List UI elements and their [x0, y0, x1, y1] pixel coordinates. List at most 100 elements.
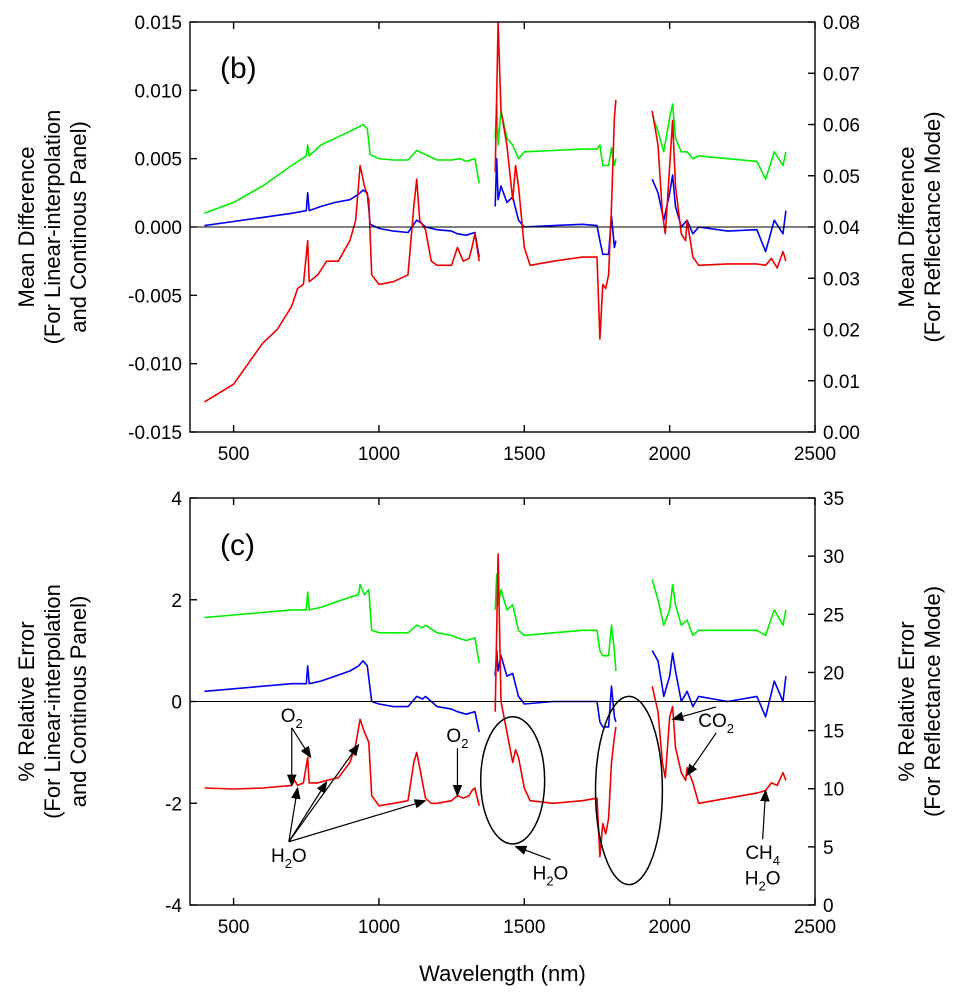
series-red-segment-1	[494, 21, 617, 340]
x-tick-label: 1000	[358, 444, 400, 465]
annotation-o2-mid: O2	[446, 726, 468, 751]
y-right-label-line: % Relative Error	[894, 621, 919, 781]
annotation-ch4: CH4	[745, 843, 780, 868]
y-left-label-line: and Continous Panel)	[66, 121, 91, 333]
y-right-tick-label: 0	[823, 896, 834, 917]
x-tick-label: 2500	[794, 444, 836, 465]
y-right-tick-label: 0.07	[823, 64, 860, 85]
panel-1: 500 1000 1500 2000 2500-4-202405101520253035…	[14, 489, 945, 986]
series-blue-segment-0	[204, 660, 480, 733]
annotation-arrow	[288, 799, 427, 843]
series-red-segment-2	[651, 110, 787, 269]
annotation-main: O	[281, 706, 296, 727]
y-left-tick-label: 0.000	[134, 218, 182, 239]
y-left-tick-label: -0.015	[128, 423, 182, 444]
x-tick-label: 500	[218, 444, 250, 465]
annotation-arrow	[514, 845, 551, 861]
series-green-segment-2	[651, 103, 787, 180]
y-right-tick-label: 0.08	[823, 13, 860, 34]
annotation-main: CO	[698, 711, 727, 732]
y-left-label-line: % Relative Error	[14, 621, 39, 781]
annotation-arrow	[288, 743, 360, 843]
y-right-label-line: Mean Difference	[894, 146, 919, 307]
series-blue-segment-2	[651, 650, 787, 718]
y-left-tick-label: -2	[165, 794, 182, 815]
y-right-tick-label: 0.04	[823, 218, 860, 239]
panel-0: 500 1000 1500 2000 2500 -0.015 -0.010 -0.005 0.0…	[14, 13, 945, 465]
annotation-h2o-right: H2O	[745, 869, 781, 894]
y-right-tick-label: 35	[823, 489, 844, 510]
series-red-segment-0	[204, 164, 480, 403]
x-tick-label: 2000	[649, 444, 691, 465]
y-right-tick-label: 0.00	[823, 423, 860, 444]
panel-label: (c)	[220, 529, 255, 562]
y-left-tick-label: 2	[171, 591, 182, 612]
y-right-label-line: (For Reflectance Mode)	[920, 111, 945, 342]
annotation-main: O	[446, 726, 461, 747]
series-red-segment-0	[204, 718, 480, 807]
annotation-subscript: 4	[773, 853, 780, 868]
y-left-label-line: (For Linear-interpolation	[40, 584, 65, 819]
annotation-main: CH	[745, 843, 772, 864]
annotation-subscript: 2	[759, 879, 766, 894]
annotation-suffix: O	[554, 864, 569, 885]
series-blue-segment-1	[494, 157, 617, 256]
x-tick-label: 1500	[503, 917, 545, 938]
annotation-main: H	[533, 864, 547, 885]
y-left-tick-label: 0.010	[134, 81, 182, 102]
annotation-main: H	[271, 846, 285, 867]
y-right-tick-label: 0.01	[823, 372, 860, 393]
series-green-segment-2	[651, 579, 787, 637]
annotation-h2o-mid: H2O	[533, 864, 569, 889]
annotation-main: H	[745, 869, 759, 890]
y-right-tick-label: 0.05	[823, 167, 860, 188]
y-left-label-line: (For Linear-interpolation	[40, 110, 65, 345]
y-left-label-line: and Continous Panel)	[66, 596, 91, 808]
y-right-tick-label: 20	[823, 663, 844, 684]
y-right-tick-label: 30	[823, 547, 844, 568]
annotation-subscript: 2	[461, 736, 468, 751]
series-green-segment-0	[204, 123, 480, 215]
y-right-tick-label: 5	[823, 838, 834, 859]
highlight-ellipse	[594, 695, 664, 886]
series-red-segment-1	[494, 553, 617, 858]
y-right-tick-label: 10	[823, 780, 844, 801]
y-left-tick-label: 0.015	[134, 13, 182, 34]
annotation-o2-left: O2	[281, 706, 303, 731]
y-right-tick-label: 15	[823, 722, 844, 743]
y-left-tick-label: -0.005	[128, 286, 182, 307]
x-tick-label: 2500	[794, 917, 836, 938]
series-red-segment-2	[651, 686, 787, 805]
x-tick-label: 1500	[503, 444, 545, 465]
annotation-arrow	[291, 727, 312, 759]
y-right-tick-label: 0.06	[823, 116, 860, 137]
annotation-subscript: 2	[546, 874, 553, 889]
series-green-segment-1	[494, 103, 617, 167]
y-right-tick-label: 25	[823, 605, 844, 626]
highlight-ellipse	[479, 716, 546, 845]
annotation-arrow	[686, 732, 717, 777]
y-right-tick-label: 0.03	[823, 269, 860, 290]
annotation-arrow	[760, 789, 770, 840]
x-tick-label: 1000	[358, 917, 400, 938]
x-tick-label: 2000	[649, 917, 691, 938]
y-left-tick-label: -4	[165, 896, 182, 917]
series-blue-segment-0	[204, 189, 480, 258]
panel-label: (b)	[220, 52, 257, 85]
annotation-subscript: 2	[727, 721, 734, 736]
x-tick-label: 500	[218, 917, 250, 938]
annotation-subscript: 2	[285, 856, 292, 871]
x-axis-label: Wavelength (nm)	[419, 961, 586, 986]
annotation-subscript: 2	[296, 716, 303, 731]
y-left-tick-label: -0.010	[128, 355, 182, 376]
annotation-h2o-left: H2O	[271, 846, 307, 871]
annotation-co2: CO2	[698, 711, 734, 736]
annotation-suffix: O	[292, 846, 307, 867]
series-green-segment-0	[204, 583, 480, 664]
annotation-arrow	[288, 780, 328, 843]
series-blue-segment-1	[494, 649, 617, 728]
y-right-tick-label: 0.02	[823, 321, 860, 342]
y-left-tick-label: 0	[171, 693, 182, 714]
series-blue-segment-2	[651, 174, 787, 253]
